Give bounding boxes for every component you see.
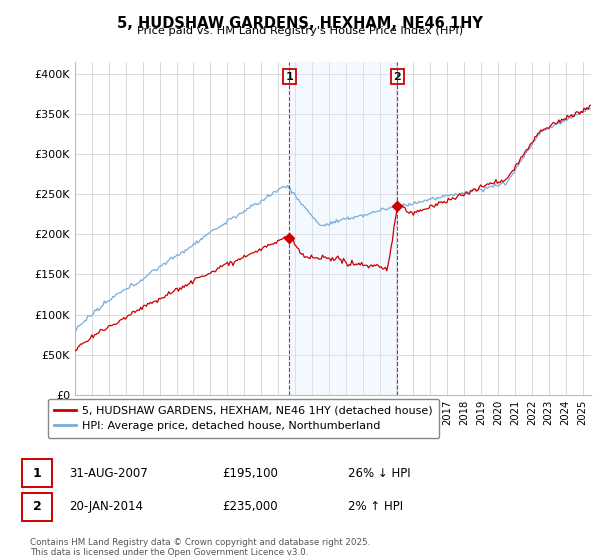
Text: 2% ↑ HPI: 2% ↑ HPI	[348, 500, 403, 514]
Text: 5, HUDSHAW GARDENS, HEXHAM, NE46 1HY: 5, HUDSHAW GARDENS, HEXHAM, NE46 1HY	[117, 16, 483, 31]
Text: £235,000: £235,000	[222, 500, 278, 514]
Text: 31-AUG-2007: 31-AUG-2007	[69, 466, 148, 480]
Text: 1: 1	[33, 466, 41, 480]
Text: 26% ↓ HPI: 26% ↓ HPI	[348, 466, 410, 480]
Text: £195,100: £195,100	[222, 466, 278, 480]
Legend: 5, HUDSHAW GARDENS, HEXHAM, NE46 1HY (detached house), HPI: Average price, detac: 5, HUDSHAW GARDENS, HEXHAM, NE46 1HY (de…	[47, 399, 439, 438]
Text: Contains HM Land Registry data © Crown copyright and database right 2025.
This d: Contains HM Land Registry data © Crown c…	[30, 538, 370, 557]
Text: 20-JAN-2014: 20-JAN-2014	[69, 500, 143, 514]
Text: Price paid vs. HM Land Registry's House Price Index (HPI): Price paid vs. HM Land Registry's House …	[137, 26, 463, 36]
Text: 2: 2	[394, 72, 401, 82]
Text: 1: 1	[286, 72, 293, 82]
Bar	[289, 62, 397, 395]
Text: 2: 2	[33, 500, 41, 514]
